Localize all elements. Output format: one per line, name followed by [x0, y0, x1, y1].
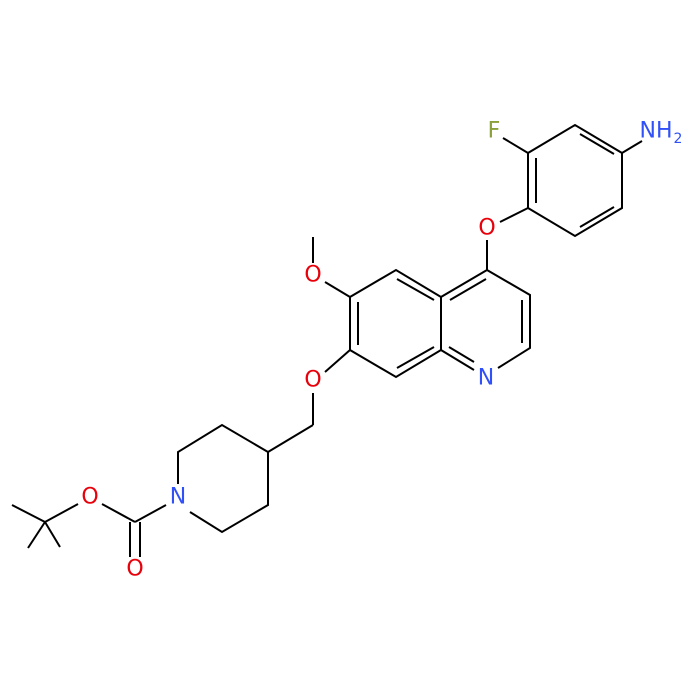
atom-label: O	[304, 263, 321, 288]
atom-label: N	[170, 485, 186, 510]
atom-label: N	[478, 366, 494, 391]
atom-label: O	[126, 557, 143, 582]
atom-label: O	[81, 485, 98, 510]
atom-label: O	[478, 216, 495, 241]
atom-labels: F NH 2 O O O N N O O	[81, 119, 682, 582]
atom-label: NH	[640, 119, 673, 144]
atom-subscript: 2	[674, 131, 683, 147]
atom-label: O	[304, 368, 321, 393]
bonds	[11, 123, 643, 557]
atom-label: F	[488, 119, 501, 144]
